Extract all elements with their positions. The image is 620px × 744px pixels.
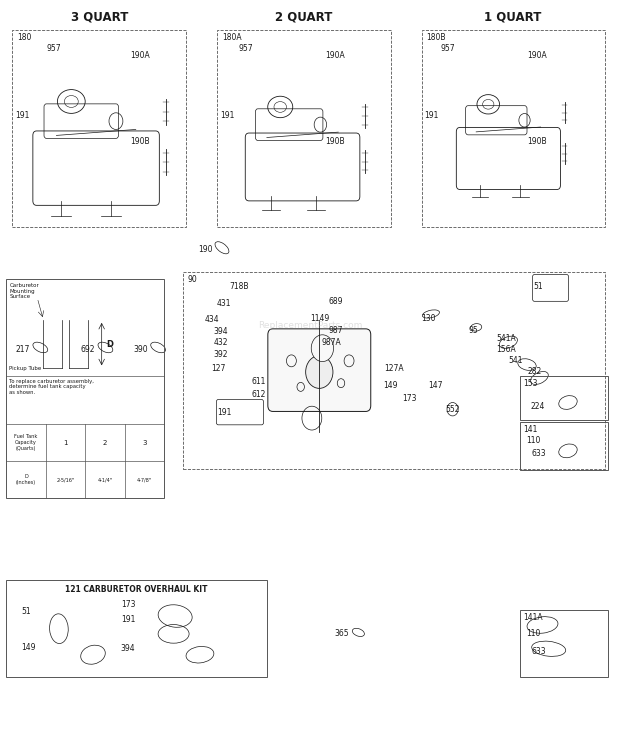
Text: 689: 689 <box>329 297 343 306</box>
Text: 180B: 180B <box>427 33 446 42</box>
Text: 95: 95 <box>468 326 478 335</box>
Text: 190: 190 <box>198 245 213 254</box>
Text: 3: 3 <box>142 440 147 446</box>
Text: 552: 552 <box>445 405 459 414</box>
Bar <box>6 580 267 677</box>
Bar <box>6 279 164 498</box>
Text: 957: 957 <box>239 44 254 53</box>
Text: 1149: 1149 <box>310 314 329 323</box>
Text: 1 QUART: 1 QUART <box>484 11 542 24</box>
Text: 987A: 987A <box>321 338 341 347</box>
Text: 541: 541 <box>508 356 523 365</box>
Text: 121 CARBURETOR OVERHAUL KIT: 121 CARBURETOR OVERHAUL KIT <box>65 585 208 594</box>
Text: 365: 365 <box>335 629 350 638</box>
Text: 127A: 127A <box>384 364 404 373</box>
Text: 432: 432 <box>214 339 228 347</box>
Text: Carburetor
Mounting
Surface: Carburetor Mounting Surface <box>9 283 39 299</box>
Text: 156A: 156A <box>496 345 516 354</box>
Text: 434: 434 <box>205 315 219 324</box>
Text: 149: 149 <box>22 643 36 652</box>
Bar <box>183 272 604 469</box>
Text: 153: 153 <box>523 379 538 388</box>
Bar <box>520 610 608 677</box>
Text: 957: 957 <box>440 44 455 53</box>
Bar <box>520 376 608 420</box>
Text: 90: 90 <box>188 275 198 283</box>
Text: 130: 130 <box>422 314 436 323</box>
Text: 2: 2 <box>103 440 107 446</box>
Text: 718B: 718B <box>229 282 249 291</box>
Text: 173: 173 <box>402 394 416 403</box>
Text: 141: 141 <box>523 425 538 434</box>
Text: 180: 180 <box>17 33 32 42</box>
Text: 190A: 190A <box>130 51 150 60</box>
Text: 141A: 141A <box>523 613 543 622</box>
Text: Fuel Tank
Capacity
(Quarts): Fuel Tank Capacity (Quarts) <box>14 434 38 451</box>
Text: 692: 692 <box>81 345 95 354</box>
Text: D
(Inches): D (Inches) <box>16 475 36 485</box>
Text: 190A: 190A <box>527 51 547 60</box>
Bar <box>422 30 604 227</box>
Circle shape <box>311 335 334 362</box>
Text: 147: 147 <box>428 381 442 390</box>
Text: 390: 390 <box>133 345 148 354</box>
Text: 4-1/4": 4-1/4" <box>97 478 113 482</box>
Text: 4-7/8": 4-7/8" <box>137 478 152 482</box>
Text: 190B: 190B <box>326 137 345 146</box>
Text: 957: 957 <box>46 44 61 53</box>
Text: 611: 611 <box>251 377 265 386</box>
Text: 191: 191 <box>425 111 439 120</box>
Text: 1: 1 <box>63 440 68 446</box>
Text: 191: 191 <box>121 615 135 623</box>
Text: 431: 431 <box>217 299 231 308</box>
Text: 191: 191 <box>16 111 30 120</box>
Text: 190B: 190B <box>130 137 150 146</box>
Text: 110: 110 <box>526 629 540 638</box>
Text: 2-5/16": 2-5/16" <box>56 478 74 482</box>
Text: 633: 633 <box>532 449 547 458</box>
Text: 541A: 541A <box>496 334 516 343</box>
Text: D: D <box>107 339 113 349</box>
Text: 612: 612 <box>251 390 265 399</box>
Text: 180A: 180A <box>222 33 242 42</box>
Text: 282: 282 <box>527 368 541 376</box>
Text: To replace carburetor assembly,
determine fuel tank capacity
as shown.: To replace carburetor assembly, determin… <box>9 379 94 395</box>
Text: 633: 633 <box>532 647 547 655</box>
Bar <box>12 30 186 227</box>
Text: 191: 191 <box>217 408 231 417</box>
Text: 110: 110 <box>526 436 540 445</box>
Text: 3 QUART: 3 QUART <box>71 11 128 24</box>
Text: 392: 392 <box>214 350 228 359</box>
Text: 217: 217 <box>16 345 30 354</box>
Text: 51: 51 <box>22 607 32 616</box>
Text: 394: 394 <box>214 327 229 336</box>
Text: 190B: 190B <box>527 137 547 146</box>
Text: 149: 149 <box>383 381 397 390</box>
Circle shape <box>306 356 333 388</box>
Text: 2 QUART: 2 QUART <box>275 11 332 24</box>
Text: ReplacementParts.com: ReplacementParts.com <box>258 321 362 330</box>
Text: 987: 987 <box>329 326 343 335</box>
Text: 51: 51 <box>533 282 543 291</box>
Text: 190A: 190A <box>326 51 345 60</box>
Text: 224: 224 <box>530 403 544 411</box>
Text: 394: 394 <box>121 644 136 653</box>
Bar <box>520 422 608 470</box>
FancyBboxPatch shape <box>268 329 371 411</box>
Text: 173: 173 <box>121 600 135 609</box>
Text: 191: 191 <box>220 111 234 120</box>
Text: Pickup Tube: Pickup Tube <box>9 366 42 371</box>
Text: 127: 127 <box>211 364 225 373</box>
Bar <box>217 30 391 227</box>
